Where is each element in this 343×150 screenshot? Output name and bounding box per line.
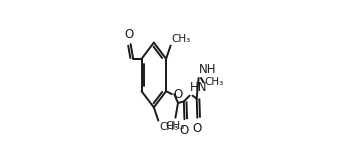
Text: CH₃: CH₃ [172,34,191,44]
Text: O: O [173,88,182,101]
Text: O: O [180,124,189,137]
Text: O: O [193,122,202,135]
Text: CH₃: CH₃ [204,77,223,87]
Text: NH: NH [199,63,217,76]
Text: HN: HN [190,81,208,94]
Text: CH₃: CH₃ [166,121,185,131]
Text: O: O [125,28,134,41]
Text: CH₃: CH₃ [159,122,179,132]
